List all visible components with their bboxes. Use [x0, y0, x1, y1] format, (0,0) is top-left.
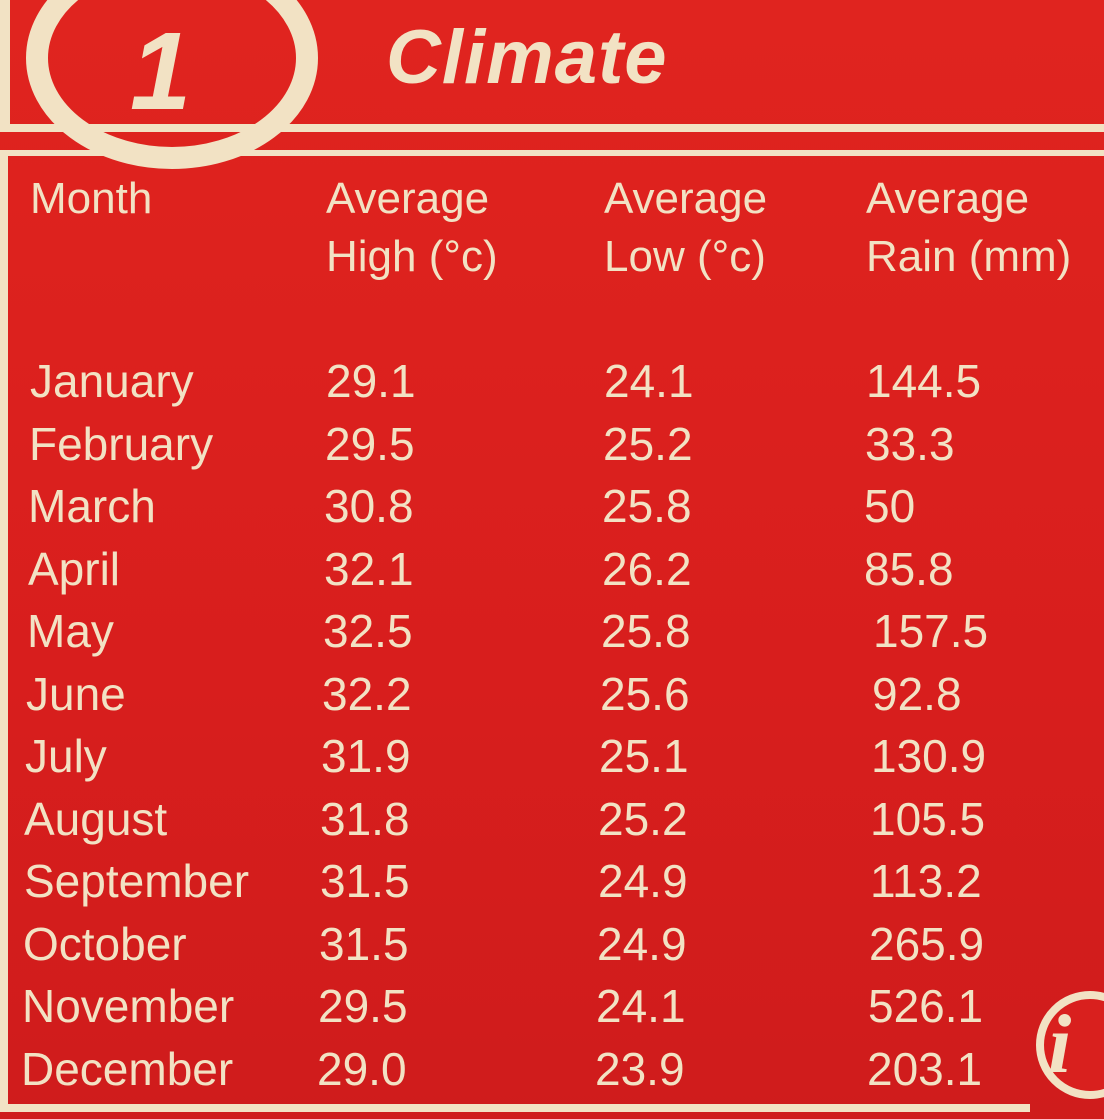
value-cell: 526.1: [868, 980, 984, 1032]
value-cell: 32.5: [323, 605, 413, 657]
value-cell: 31.5: [319, 917, 409, 970]
month-cell: September: [24, 855, 250, 907]
value-cell: 32.2: [322, 667, 412, 720]
value-cell: 92.8: [872, 667, 962, 720]
value-cell: 85.8: [864, 542, 954, 595]
value-cell: 24.9: [597, 917, 687, 970]
value-cell: 50: [864, 480, 916, 532]
month-cell: March: [28, 480, 156, 532]
month-cell: August: [24, 792, 168, 845]
value-cell: 31.8: [320, 792, 410, 845]
value-cell: 24.1: [604, 355, 694, 407]
value-cell: 31.5: [320, 855, 410, 907]
value-cell: 29.1: [326, 355, 416, 407]
value-cell: 31.9: [321, 730, 411, 782]
month-cell: November: [22, 980, 235, 1032]
value-cell: 25.6: [600, 667, 690, 720]
value-cell: 24.1: [596, 980, 686, 1032]
value-cell: 25.2: [603, 417, 693, 470]
value-cell: 29.0: [317, 1042, 407, 1095]
value-cell: 24.9: [598, 855, 688, 907]
left-rule: [0, 0, 10, 130]
value-cell: 25.8: [601, 605, 691, 657]
value-cell: 203.1: [867, 1042, 983, 1095]
value-cell: 157.5: [873, 605, 989, 657]
table-left-rule: [0, 150, 8, 1110]
month-cell: June: [26, 667, 126, 720]
value-cell: 23.9: [595, 1042, 685, 1095]
value-cell: 265.9: [869, 917, 985, 970]
value-cell: 144.5: [866, 355, 982, 407]
value-cell: 30.8: [324, 480, 414, 532]
section-number: 1: [130, 10, 192, 133]
month-cell: October: [23, 917, 187, 970]
title: Climate: [386, 15, 668, 100]
column-header: Month: [30, 174, 153, 223]
month-cell: February: [29, 417, 214, 470]
value-cell: 25.2: [598, 792, 688, 845]
month-cell: July: [25, 730, 107, 782]
value-cell: 25.8: [602, 480, 692, 532]
month-cell: January: [30, 355, 194, 407]
value-cell: 25.1: [599, 730, 689, 782]
month-cell: April: [28, 542, 121, 595]
value-cell: 29.5: [325, 417, 415, 470]
top-rule: [0, 124, 1104, 132]
badge-ring: [26, 0, 318, 169]
value-cell: 113.2: [870, 855, 982, 907]
column-header: Average Low (°c): [604, 174, 768, 281]
info-circle: [1036, 991, 1104, 1099]
month-cell: May: [27, 605, 114, 657]
column-header: Average High (°c): [326, 174, 498, 281]
value-cell: 105.5: [870, 792, 986, 845]
value-cell: 32.1: [324, 542, 414, 595]
value-cell: 26.2: [602, 542, 692, 595]
value-cell: 33.3: [865, 417, 955, 470]
value-cell: 130.9: [871, 730, 987, 782]
bottom-rule: [0, 1104, 1030, 1112]
value-cell: 29.5: [318, 980, 408, 1032]
column-header: Average Rain (mm): [866, 174, 1072, 281]
month-cell: December: [21, 1042, 234, 1095]
table-top-rule: [0, 150, 1104, 156]
info-icon: i: [1048, 998, 1072, 1091]
